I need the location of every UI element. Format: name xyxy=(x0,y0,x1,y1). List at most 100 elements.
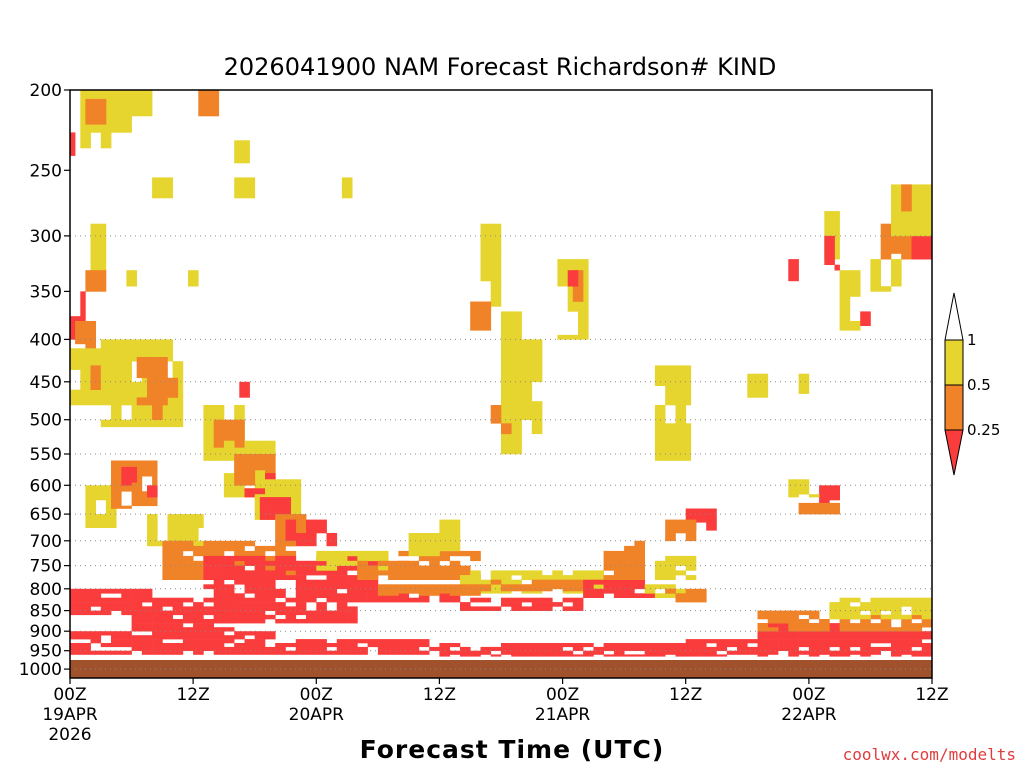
heatmap-cell xyxy=(572,584,584,590)
heatmap-cell xyxy=(593,593,604,598)
heatmap-cell xyxy=(90,650,102,655)
heatmap-cell xyxy=(911,639,923,644)
heatmap-cell xyxy=(347,550,358,557)
heatmap-cell xyxy=(306,646,317,651)
heatmap-cell xyxy=(778,627,789,632)
heatmap-cell xyxy=(121,610,132,616)
heatmap-cell xyxy=(829,623,840,628)
heatmap-cell xyxy=(449,593,461,596)
heatmap-cell xyxy=(490,606,502,611)
heatmap-cell xyxy=(193,623,204,628)
heatmap-cell xyxy=(460,588,471,594)
region-red-54 xyxy=(665,639,758,657)
heatmap-cell xyxy=(808,650,820,655)
heatmap-cell xyxy=(193,575,204,580)
heatmap-cell xyxy=(326,584,338,590)
heatmap-cell xyxy=(511,650,522,655)
heatmap-cell xyxy=(572,646,584,651)
heatmap-cell xyxy=(891,602,902,607)
y-tick-label-400: 400 xyxy=(30,330,62,350)
heatmap-cell xyxy=(213,593,225,598)
heatmap-cell xyxy=(295,514,307,528)
heatmap-cell xyxy=(265,606,276,611)
heatmap-cell xyxy=(747,650,758,655)
heatmap-cell xyxy=(860,627,871,632)
heatmap-cell xyxy=(603,643,615,648)
heatmap-cell xyxy=(111,631,122,636)
heatmap-cell xyxy=(449,545,461,552)
heatmap-cell xyxy=(757,610,769,616)
heatmap-cell xyxy=(501,357,512,379)
colorbar-segment-1 xyxy=(944,339,964,386)
heatmap-cell xyxy=(870,631,881,636)
heatmap-cell xyxy=(162,623,173,628)
heatmap-cell xyxy=(105,514,117,528)
region-red-53 xyxy=(439,643,666,657)
heatmap-cell xyxy=(696,639,707,644)
heatmap-cell xyxy=(870,650,881,655)
region-yellow-79 xyxy=(747,373,769,398)
heatmap-cell xyxy=(244,643,256,648)
heatmap-cell xyxy=(839,631,851,636)
heatmap-cell xyxy=(244,584,256,590)
heatmap-cell xyxy=(223,614,235,620)
heatmap-cell xyxy=(141,460,153,477)
heatmap-cell xyxy=(182,614,194,620)
heatmap-cell xyxy=(306,593,317,598)
heatmap-cell xyxy=(870,259,881,287)
heatmap-cell xyxy=(398,565,409,571)
heatmap-cell xyxy=(254,650,266,655)
heatmap-cell xyxy=(726,639,738,644)
heatmap-cell xyxy=(90,597,102,603)
heatmap-cell xyxy=(172,631,184,636)
heatmap-cell xyxy=(152,635,163,640)
heatmap-cell xyxy=(285,619,297,624)
heatmap-cell xyxy=(152,631,163,636)
heatmap-cell xyxy=(624,643,635,648)
heatmap-cell xyxy=(603,588,615,594)
heatmap-cell xyxy=(316,602,327,607)
heatmap-cell xyxy=(603,654,615,657)
heatmap-cell xyxy=(285,610,297,616)
heatmap-cell xyxy=(460,646,471,651)
heatmap-cell xyxy=(172,565,184,571)
heatmap-cell xyxy=(798,639,810,644)
heatmap-cell xyxy=(849,597,861,603)
heatmap-cell xyxy=(583,579,594,585)
heatmap-cell xyxy=(203,646,214,651)
region-orange-87 xyxy=(880,223,912,260)
heatmap-cell xyxy=(172,635,184,640)
heatmap-cell xyxy=(911,253,923,260)
heatmap-cell xyxy=(347,575,358,580)
heatmap-cell xyxy=(244,177,256,199)
region-orange-68 xyxy=(624,540,645,571)
heatmap-cell xyxy=(521,597,533,603)
heatmap-cell xyxy=(162,550,173,557)
heatmap-cell xyxy=(562,579,574,585)
heatmap-cell xyxy=(460,584,471,590)
heatmap-cell xyxy=(654,650,666,655)
heatmap-cell xyxy=(265,614,276,620)
region-red-52 xyxy=(275,639,440,655)
heatmap-cell xyxy=(757,393,769,398)
region-red-48 xyxy=(460,597,584,611)
heatmap-cell xyxy=(603,584,615,590)
heatmap-cell xyxy=(326,579,338,585)
heatmap-cell xyxy=(275,565,286,571)
heatmap-cell xyxy=(578,334,589,340)
heatmap-cell xyxy=(460,593,471,596)
heatmap-cell xyxy=(398,646,409,651)
heatmap-cell xyxy=(244,650,256,655)
heatmap-cell xyxy=(275,514,286,528)
heatmap-cell xyxy=(911,597,923,603)
plot-area-cells xyxy=(70,90,933,657)
heatmap-cell xyxy=(788,479,799,495)
heatmap-cell xyxy=(521,584,533,590)
heatmap-cell xyxy=(182,627,194,632)
heatmap-cell xyxy=(449,570,461,576)
heatmap-cell xyxy=(696,646,707,651)
heatmap-cell xyxy=(501,397,512,417)
heatmap-cell xyxy=(501,602,512,607)
heatmap-cell xyxy=(152,650,163,655)
heatmap-cell xyxy=(152,646,163,651)
